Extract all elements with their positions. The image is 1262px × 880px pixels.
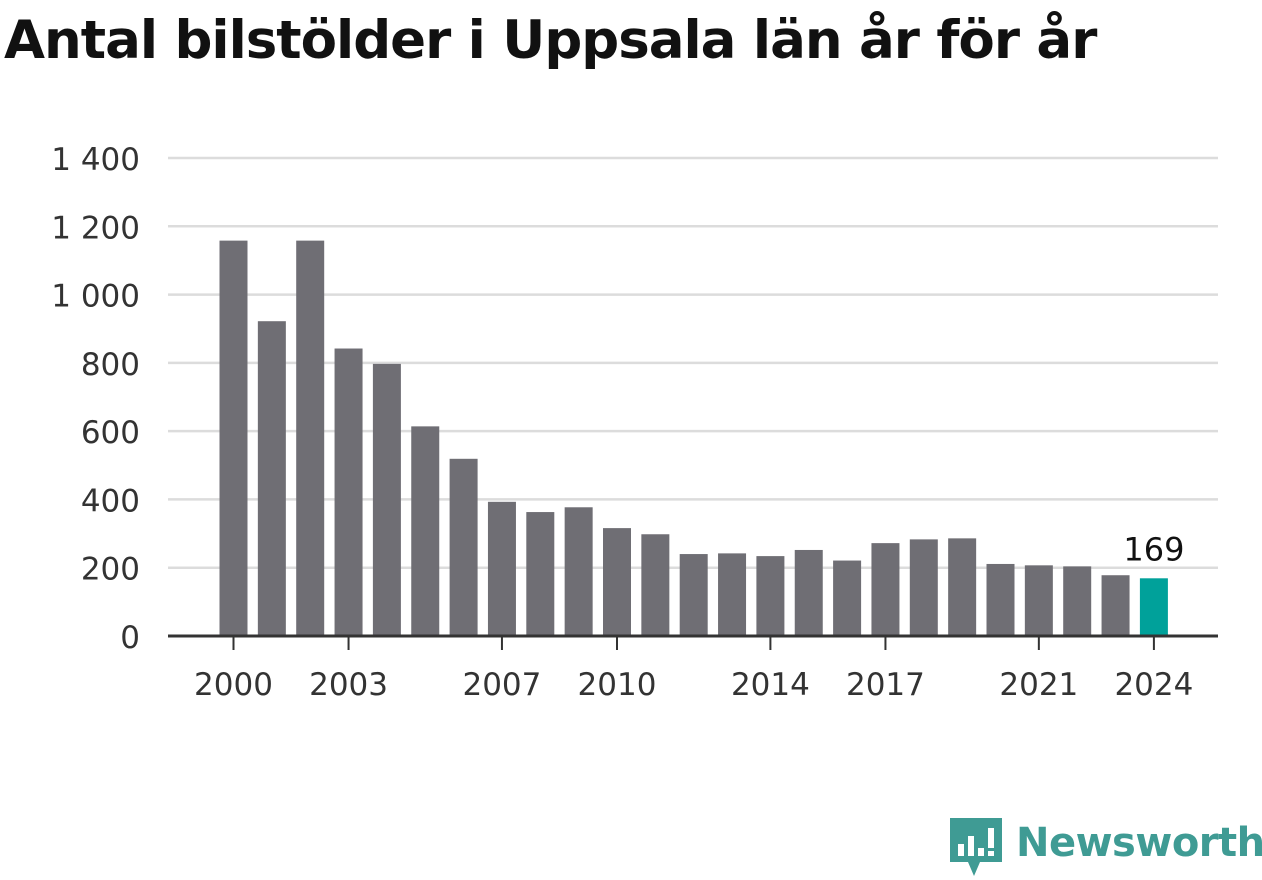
bar-2020: [986, 563, 1015, 636]
x-tick-label: 2000: [194, 667, 273, 703]
bar-2016: [833, 560, 862, 636]
bar-2022: [1063, 566, 1092, 636]
y-tick-label: 1 200: [51, 210, 140, 246]
bar-2018: [909, 539, 938, 636]
bar-2006: [449, 458, 478, 636]
x-axis-ticks: 2000 2003 2007 2010 2014 2017 2021 2024: [194, 636, 1193, 703]
bar-2014: [756, 556, 785, 636]
bar-2007: [487, 501, 516, 636]
bars: [219, 240, 1168, 636]
brand-name: Newsworthy: [1016, 820, 1262, 866]
bar-2005: [411, 426, 440, 636]
y-tick-label: 0: [120, 620, 140, 656]
bar-2012: [679, 554, 708, 636]
x-tick-label: 2017: [846, 667, 925, 703]
bar-2009: [564, 507, 593, 636]
newsworthy-logo: Newsworthy: [950, 818, 1262, 880]
bar-2003: [334, 348, 363, 636]
y-tick-label: 1 400: [51, 142, 140, 178]
y-tick-label: 600: [81, 415, 140, 451]
chart-title: Antal bilstölder i Uppsala län år för år: [4, 10, 1097, 71]
data-label-2024: 169: [1123, 530, 1184, 568]
y-tick-label: 400: [81, 483, 140, 519]
bar-2000: [219, 240, 248, 636]
data-labels: 169: [1123, 530, 1184, 568]
bar-2017: [871, 543, 900, 636]
y-tick-label: 200: [81, 552, 140, 588]
x-tick-label: 2024: [1114, 667, 1193, 703]
y-tick-label: 800: [81, 347, 140, 383]
bar-2010: [603, 528, 631, 636]
bar-2023: [1101, 575, 1130, 636]
y-axis-tick-labels: 0 200 400 600 800 1 000 1 200 1 400: [51, 142, 140, 656]
bar-2015: [794, 549, 823, 636]
x-tick-label: 2021: [999, 667, 1078, 703]
bar-2019: [948, 538, 977, 636]
x-tick-label: 2003: [309, 667, 388, 703]
x-tick-label: 2014: [731, 667, 810, 703]
y-tick-label: 1 000: [51, 279, 140, 315]
bar-2004: [372, 363, 401, 636]
bar-2011: [641, 534, 670, 636]
x-tick-label: 2010: [578, 667, 657, 703]
grid-lines: [168, 156, 1218, 569]
bar-2002: [296, 240, 325, 636]
bar-2021: [1024, 565, 1053, 636]
bar-2008: [526, 512, 555, 636]
x-tick-label: 2007: [462, 667, 541, 703]
bar-2013: [718, 553, 747, 636]
newsworthy-logo-icon: [950, 818, 1002, 876]
bar-2001: [257, 321, 286, 636]
bar-2024: [1139, 578, 1168, 636]
